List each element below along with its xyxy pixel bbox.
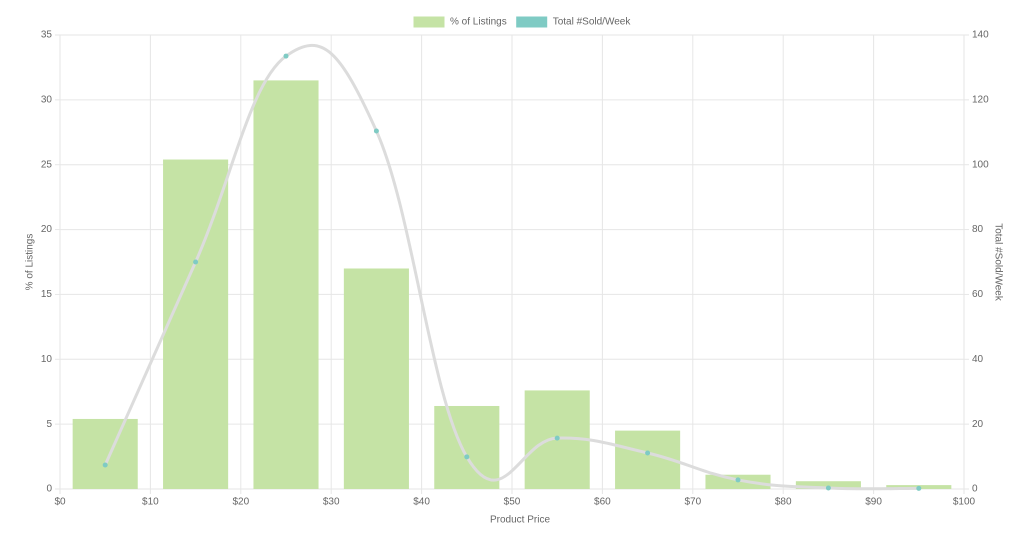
- y2-tick-label: 80: [972, 224, 984, 235]
- line: [103, 44, 919, 491]
- point: [735, 477, 741, 483]
- y-tick-label: 30: [41, 94, 53, 105]
- y2-tick-label: 120: [972, 94, 989, 105]
- x-tick-label: $40: [413, 497, 430, 508]
- y-axis-title: % of Listings: [25, 234, 36, 291]
- x-tick-label: $70: [684, 497, 701, 508]
- bar: [163, 159, 229, 490]
- point: [645, 450, 651, 456]
- y-tick-label: 0: [46, 484, 52, 495]
- point: [193, 259, 199, 265]
- bar: [343, 268, 409, 489]
- y-tick-label: 10: [41, 354, 53, 365]
- y2-tick-label: 140: [972, 30, 989, 41]
- x-tick-label: $50: [504, 497, 521, 508]
- y-tick-label: 25: [41, 159, 53, 170]
- y2-tick-label: 20: [972, 419, 984, 430]
- x-axis-title: Product Price: [490, 515, 550, 526]
- point: [554, 435, 560, 441]
- x-tick-label: $80: [775, 497, 792, 508]
- legend-swatch: [516, 16, 548, 28]
- x-tick-label: $90: [865, 497, 882, 508]
- y-tick-label: 20: [41, 224, 53, 235]
- y-tick-label: 5: [46, 419, 52, 430]
- x-tick-label: $30: [323, 497, 340, 508]
- point: [283, 53, 289, 59]
- x-tick-label: $60: [594, 497, 611, 508]
- point: [464, 454, 470, 460]
- y2-axis-title: Total #Sold/Week: [992, 223, 1003, 302]
- x-tick-label: $20: [232, 497, 249, 508]
- point: [916, 485, 922, 491]
- legend-label: % of Listings: [450, 17, 507, 28]
- point: [102, 462, 108, 468]
- x-tick-label: $100: [953, 497, 976, 508]
- bar: [795, 481, 861, 489]
- legend-label: Total #Sold/Week: [553, 17, 632, 28]
- bar: [72, 418, 138, 489]
- bar: [434, 405, 500, 489]
- y-tick-label: 35: [41, 30, 53, 41]
- x-tick-label: $10: [142, 497, 159, 508]
- point: [825, 485, 831, 491]
- y2-tick-label: 100: [972, 159, 989, 170]
- legend-swatch: [413, 16, 445, 28]
- x-tick-label: $0: [54, 497, 66, 508]
- y2-tick-label: 40: [972, 354, 984, 365]
- y2-tick-label: 60: [972, 289, 984, 300]
- point: [373, 128, 379, 134]
- bar: [253, 80, 319, 490]
- y-tick-label: 15: [41, 289, 53, 300]
- y2-tick-label: 0: [972, 484, 978, 495]
